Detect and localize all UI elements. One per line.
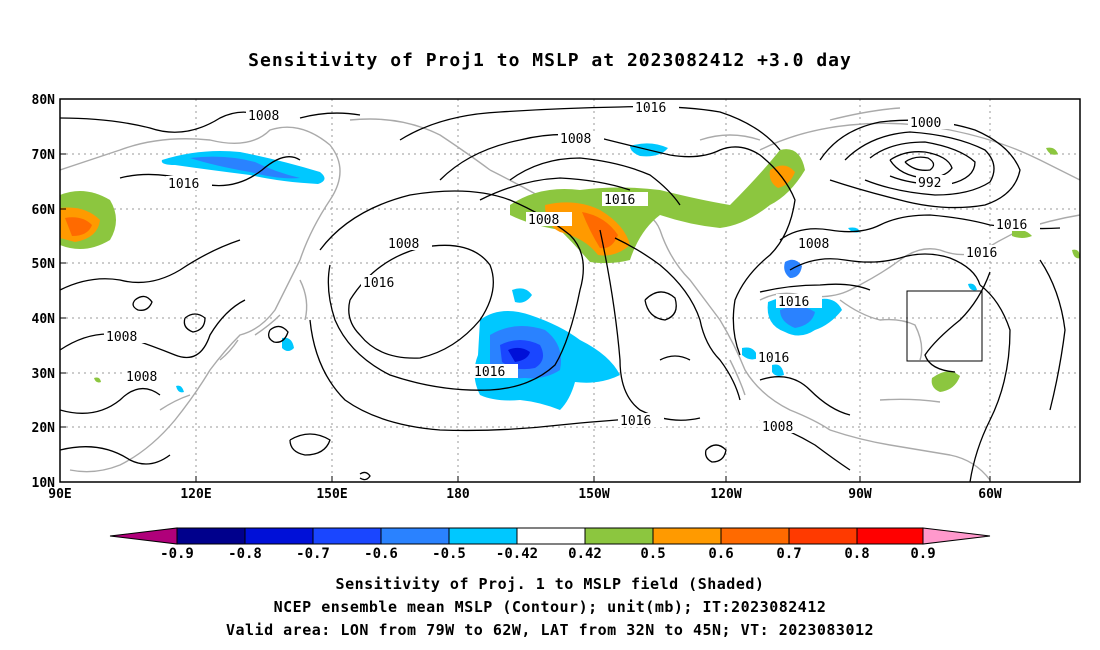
- map-title: Sensitivity of Proj1 to MSLP at 20230824…: [248, 50, 852, 71]
- plot-frame: [59, 98, 1081, 483]
- longitude-labels: 90E 120E 150E 180 150W 120W 90W 60W: [48, 487, 1002, 502]
- lon-label: 120W: [710, 487, 741, 502]
- contour-label: 1016: [966, 246, 997, 261]
- lon-label: 120E: [180, 487, 211, 502]
- colorbar-label: 0.42: [568, 546, 602, 562]
- contour-label: 1016: [758, 351, 789, 366]
- contour-labels: 1016 1008 1008 1000 992 1016 1016 1008 1…: [104, 100, 1040, 435]
- contour-label: 1008: [388, 237, 419, 252]
- lat-label: 10N: [32, 476, 56, 491]
- contour-label: 1008: [126, 370, 157, 385]
- lat-label: 40N: [32, 312, 56, 327]
- colorbar-swatch: [856, 527, 924, 545]
- latitude-labels: 80N 70N 60N 50N 40N 30N 20N 10N: [32, 93, 56, 491]
- contour-label: 1008: [560, 132, 591, 147]
- caption-line-2: NCEP ensemble mean MSLP (Contour); unit(…: [273, 598, 827, 616]
- lon-label: 150W: [578, 487, 609, 502]
- sensitivity-shading: [60, 143, 1080, 410]
- colorbar-label: -0.9: [160, 546, 194, 562]
- colorbar-label: -0.6: [364, 546, 398, 562]
- colorbar-label: 0.7: [776, 546, 801, 562]
- valid-area-box: [906, 290, 983, 362]
- contour-label: 1008: [798, 237, 829, 252]
- contour-label: 1008: [248, 109, 279, 124]
- colorbar-swatch: [176, 527, 246, 545]
- contour-label: 1016: [635, 101, 666, 116]
- colorbar-swatch: [788, 527, 858, 545]
- colorbar-label: -0.7: [296, 546, 330, 562]
- contour-label: 992: [918, 176, 941, 191]
- lat-label: 70N: [32, 148, 56, 163]
- tick-marks: [59, 98, 991, 483]
- colorbar-label: 0.5: [640, 546, 665, 562]
- colorbar: -0.9 -0.8 -0.7 -0.6 -0.5 -0.42 0.42 0.5 …: [109, 527, 991, 562]
- colorbar-label: -0.42: [496, 546, 538, 562]
- colorbar-swatch: [516, 527, 586, 545]
- colorbar-label: 0.6: [708, 546, 733, 562]
- contour-label: 1008: [106, 330, 137, 345]
- lon-label: 90W: [848, 487, 872, 502]
- colorbar-swatch: [109, 527, 178, 545]
- contour-label: 1008: [762, 420, 793, 435]
- colorbar-swatch: [244, 527, 314, 545]
- colorbar-label: 0.9: [910, 546, 935, 562]
- lon-label: 180: [446, 487, 470, 502]
- colorbar-swatch: [922, 527, 991, 545]
- caption-line-1: Sensitivity of Proj. 1 to MSLP field (Sh…: [335, 575, 765, 593]
- colorbar-swatch: [584, 527, 654, 545]
- contour-label: 1000: [910, 116, 941, 131]
- colorbar-swatch: [312, 527, 382, 545]
- contour-label: 1016: [474, 365, 505, 380]
- contour-label: 1016: [604, 193, 635, 208]
- lat-label: 20N: [32, 421, 56, 436]
- lon-label: 60W: [978, 487, 1002, 502]
- caption-line-3: Valid area: LON from 79W to 62W, LAT fro…: [225, 621, 875, 639]
- lat-label: 80N: [32, 93, 56, 108]
- lon-label: 150E: [316, 487, 347, 502]
- colorbar-swatch: [448, 527, 518, 545]
- colorbar-swatch: [720, 527, 790, 545]
- colorbar-label: -0.5: [432, 546, 466, 562]
- contour-label: 1008: [528, 213, 559, 228]
- contour-label: 1016: [996, 218, 1027, 233]
- lat-label: 50N: [32, 257, 56, 272]
- lat-label: 30N: [32, 367, 56, 382]
- colorbar-swatch: [380, 527, 450, 545]
- colorbar-swatch: [652, 527, 722, 545]
- lat-label: 60N: [32, 203, 56, 218]
- lon-label: 90E: [48, 487, 71, 502]
- colorbar-label: 0.8: [844, 546, 869, 562]
- colorbar-label: -0.8: [228, 546, 262, 562]
- contour-label: 1016: [620, 414, 651, 429]
- contour-label: 1016: [168, 177, 199, 192]
- contour-label: 1016: [778, 295, 809, 310]
- contour-label: 1016: [363, 276, 394, 291]
